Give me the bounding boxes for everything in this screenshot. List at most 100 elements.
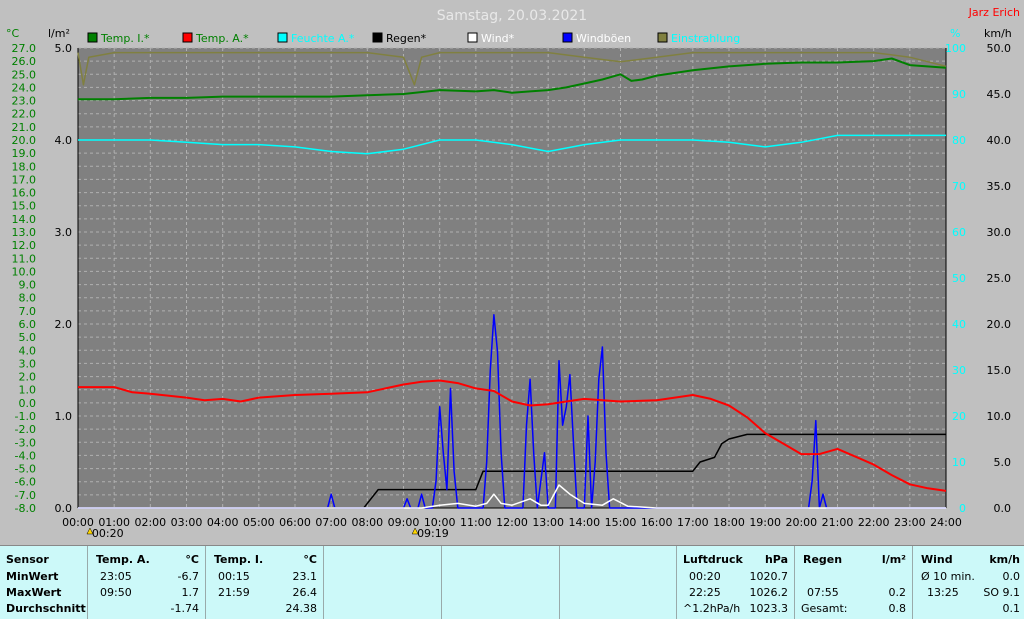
series-line-einstrahlung (77, 51, 947, 86)
temp-tick-label: -6.0 (15, 476, 36, 489)
rain-tick-label: 1.0 (55, 410, 73, 423)
humidity-tick-label: 90 (952, 88, 966, 101)
temp-axis-unit: °C (6, 27, 20, 40)
rain-header: Regen (803, 553, 843, 566)
legend-swatch (87, 32, 98, 43)
temp-i-min-value: 23.1 (292, 570, 318, 583)
pressure-max-time: 22:25 (689, 586, 721, 599)
temp-tick-label: 21.0 (12, 121, 37, 134)
temp-i-max-time: 21:59 (218, 586, 250, 599)
temp-tick-label: 12.0 (12, 239, 37, 252)
time-markers: 00:20 09:19 (86, 527, 449, 540)
x-tick-label: 16:00 (641, 516, 673, 529)
row-label-max: MaxWert (6, 586, 62, 599)
pressure-min-time: 00:20 (689, 570, 721, 583)
legend-swatch (372, 32, 383, 43)
wind-tick-label: 20.0 (987, 318, 1012, 331)
humidity-tick-label: 20 (952, 410, 966, 423)
temp-a-unit: °C (185, 553, 199, 566)
weather-chart: 27.026.025.024.023.022.021.020.019.018.0… (6, 6, 1021, 540)
x-tick-label: 15:00 (605, 516, 637, 529)
author-label: Jarz Erich (968, 6, 1020, 19)
pressure-unit: hPa (764, 553, 788, 566)
x-tick-label: 01:00 (98, 516, 130, 529)
x-tick-label: 12:00 (496, 516, 528, 529)
temp-tick-label: 7.0 (19, 305, 37, 318)
pressure-column: Luftdruck hPa 00:20 1020.7 22:25 1026.2 … (677, 546, 795, 619)
humidity-tick-label: 60 (952, 226, 966, 239)
sensor-header: Sensor (6, 553, 49, 566)
x-tick-label: 19:00 (749, 516, 781, 529)
temp-tick-label: 9.0 (19, 279, 37, 292)
temp-tick-label: 8.0 (19, 292, 37, 305)
rain-tick-label: 3.0 (55, 226, 73, 239)
wind-tick-label: 5.0 (994, 456, 1012, 469)
temp-tick-label: 4.0 (19, 344, 37, 357)
chart-title: Samstag, 20.03.2021 (437, 8, 587, 24)
rain-max-time: 07:55 (807, 586, 839, 599)
temp-i-unit: °C (303, 553, 317, 566)
empty-column-3 (560, 546, 677, 619)
rain-column: Regen l/m² 07:55 0.2 Gesamt: 0.8 (795, 546, 913, 619)
x-tick-label: 08:00 (351, 516, 383, 529)
temp-a-min-time: 23:05 (100, 570, 132, 583)
pressure-max-value: 1026.2 (749, 586, 789, 599)
temp-tick-label: 18.0 (12, 160, 37, 173)
rain-max-value: 0.2 (888, 586, 907, 599)
legend-label: Windböen (576, 32, 631, 45)
temp-tick-label: 3.0 (19, 357, 37, 370)
marker-icon (411, 527, 419, 535)
temp-i-min-time: 00:15 (218, 570, 250, 583)
x-tick-label: 07:00 (315, 516, 347, 529)
temp-a-max-value: 1.7 (181, 586, 200, 599)
series-line-temp-i (78, 57, 947, 101)
legend-label: Temp. A.* (195, 32, 249, 45)
temp-tick-label: 20.0 (12, 134, 37, 147)
temp-tick-label: 16.0 (12, 187, 37, 200)
wind-max-time: 13:25 (927, 586, 959, 599)
x-tick-label: 03:00 (171, 516, 203, 529)
x-tick-label: 05:00 (243, 516, 275, 529)
wind-tick-label: 10.0 (987, 410, 1012, 423)
series-line-feuchte-a (78, 134, 946, 155)
marker-icon (86, 527, 94, 535)
temp-tick-label: 13.0 (12, 226, 37, 239)
legend-label: Einstrahlung (671, 32, 740, 45)
temp-tick-label: 2.0 (19, 371, 37, 384)
rain-total-label: Gesamt: (801, 602, 848, 615)
series-line-windb-en (78, 314, 946, 509)
legend-label: Regen* (386, 32, 427, 45)
humidity-axis-unit: % (950, 27, 960, 40)
temp-tick-label: 17.0 (12, 173, 37, 186)
temp-tick-label: 23.0 (12, 95, 37, 108)
temp-tick-label: 5.0 (19, 331, 37, 344)
empty-column-2 (442, 546, 560, 619)
rain-axis-unit: l/m² (48, 27, 70, 40)
wind-axis-unit: km/h (984, 27, 1012, 40)
temp-a-avg-value: -1.74 (170, 602, 199, 615)
legend-swatch (277, 32, 288, 43)
sensor-column: Sensor MinWert MaxWert Durchschnitt (0, 546, 88, 619)
temp-a-column: Temp. A. °C 23:05 -6.7 09:50 1.7 -1.74 (88, 546, 206, 619)
legend-swatch (182, 32, 193, 43)
temp-tick-label: 15.0 (12, 200, 37, 213)
series-line-temp-a (78, 379, 947, 492)
x-tick-label: 00:00 (62, 516, 94, 529)
wind-tick-label: 50.0 (987, 42, 1012, 55)
legend-label: Temp. I.* (100, 32, 150, 45)
series-layer (77, 51, 947, 509)
legend-swatch (562, 32, 573, 43)
temp-i-header: Temp. I. (214, 553, 264, 566)
legend-label: Feuchte A.* (291, 32, 355, 45)
pressure-min-value: 1020.7 (749, 570, 789, 583)
legend-label: Wind* (481, 32, 515, 45)
pressure-header: Luftdruck (683, 553, 743, 566)
wind-max-value: SO 9.1 (983, 586, 1020, 599)
x-tick-label: 13:00 (532, 516, 564, 529)
x-tick-label: 02:00 (134, 516, 166, 529)
series-line-wind (78, 484, 946, 509)
temp-tick-label: -2.0 (15, 423, 36, 436)
x-tick-label: 04:00 (207, 516, 239, 529)
wind-tick-label: 40.0 (987, 134, 1012, 147)
x-tick-label: 22:00 (858, 516, 890, 529)
